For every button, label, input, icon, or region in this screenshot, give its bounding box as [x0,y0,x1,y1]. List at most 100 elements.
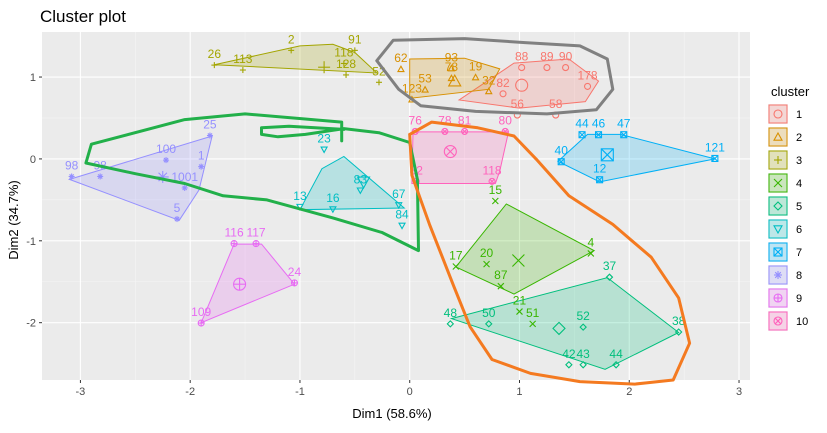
legend-key-shape-1-mark [773,109,783,119]
x-tick-label: 0 [407,386,413,398]
cluster-2-point-mark [471,73,480,81]
legend-key-bg [768,104,788,124]
cluster-1-point-label: 178 [578,68,598,82]
cluster-8-point-label: 25 [203,118,217,132]
cluster-4-point [516,308,523,315]
cluster-9-center [233,277,247,291]
cluster-2-point [471,73,480,81]
cluster-7-point-mark-box [557,158,565,166]
cluster-1-point [518,64,526,72]
cluster-4-point-mark-b [516,308,523,315]
cluster-6-hull [299,155,406,211]
cluster-10-center-mark-b [445,146,455,157]
cluster-9-point-label: 116 [225,226,244,240]
legend-key-shape-10-mark-ring [773,316,783,326]
cluster-5-point-mark [579,323,587,331]
cluster-10-point-mark-b [489,178,495,184]
cluster-1-hull [457,58,600,109]
legend-label-10: 10 [796,316,808,328]
cluster-7-point-mark-box [596,176,604,184]
x-tick-label: -1 [295,386,305,398]
cluster-5-point-label: 42 [562,347,576,361]
cluster-10-point-mark-b [462,128,468,134]
cluster-2-point-label: 93 [445,50,459,64]
legend-key-1: 1 [768,104,802,124]
cluster-6-point [398,222,406,230]
cluster-7-point-mark-b [620,131,628,139]
cluster-10-point-mark-ring [488,177,496,185]
cluster-10-center [443,144,457,159]
cluster-2-point-mark [447,64,456,72]
cluster-9-point [290,279,299,287]
cluster-6-point-label: 13 [293,189,307,203]
cluster-10-point-label: 81 [458,113,472,127]
cluster-4-center-mark-b [512,254,525,267]
cluster-4-point-mark-b [529,320,537,328]
legend-key-shape-2-mark [773,131,783,141]
cluster-9-point [252,240,260,248]
cluster-5-point-label: 52 [576,309,590,323]
cluster-2-center [447,73,462,87]
legend-label-4: 4 [796,178,802,190]
legend-key-8: 8 [768,265,802,285]
legend-key-2: 2 [768,127,802,147]
cluster-6-point-mark [320,146,329,154]
cluster-5-point [605,273,614,281]
cluster-5-hull [449,277,680,370]
cluster-7-point-label: 46 [592,117,606,131]
cluster-9-point [230,240,238,248]
cluster-1-center-mark [515,78,529,92]
cluster-7-point [596,176,604,184]
cluster-6-point-label: 84 [395,208,409,222]
cluster-3-point-label: 128 [336,57,356,71]
cluster-10-point [441,127,449,135]
cluster-6-group: 23 83 13 16 84 67 [293,131,409,230]
cluster-4-point-label: 87 [494,268,508,282]
cluster-5-point [484,320,493,328]
legend-key-7: 7 [768,242,802,262]
cluster-7-group: 44 46 47 40 121 12 [555,117,725,184]
cluster-2-point-label: 62 [394,51,408,65]
cluster-9-point-label: 24 [288,265,302,279]
cluster-2-hull [409,57,501,99]
cluster-7-point [557,158,565,166]
cluster-6-point-label: 67 [392,187,406,201]
cluster-6-point-mark [394,202,403,210]
cluster-8-hull [67,135,213,221]
cluster-5-point-mark [605,273,614,281]
cluster-5-point-mark [612,361,620,369]
cluster-3-point [340,60,347,67]
cluster-6-point-label: 83 [354,172,368,186]
cluster-2-point-mark [484,87,493,95]
legend: cluster 1 2 3 4 5 6 7 8 9 10 [768,84,810,331]
legend-key-9: 9 [768,288,802,308]
cluster-1-point-label: 56 [511,97,525,111]
cluster-4-hull [455,203,596,295]
legend-key-shape-10 [773,316,783,326]
cluster-5-point-mark [446,320,455,328]
cluster-3-point [211,62,218,69]
cluster-8-point-label: 5 [174,201,181,215]
cluster-1-point [562,64,570,72]
cluster-10-point-mark-b [442,128,448,134]
cluster-4-point-label: 20 [480,246,494,260]
cluster-4-point-label: 17 [449,249,463,263]
cluster-2-center-mark [447,73,462,87]
legend-key-5: 5 [768,196,802,216]
legend-title: cluster [771,84,810,99]
cluster-6-point [328,206,337,214]
cluster-7-point-mark-b [578,131,586,139]
legend-label-7: 7 [796,247,802,259]
legend-label-9: 9 [796,293,802,305]
cluster-1-point-mark [518,64,526,72]
legend-key-bg [768,196,788,216]
cluster-8-point-label: 1 [198,149,205,163]
cluster-9-point [197,319,205,327]
cluster-4-point [497,282,505,290]
cluster-9-hull [200,243,296,324]
cluster-7-center-mark-b [600,148,614,162]
legend-label-5: 5 [796,201,802,213]
cluster-10-point-mark-ring [441,127,449,135]
